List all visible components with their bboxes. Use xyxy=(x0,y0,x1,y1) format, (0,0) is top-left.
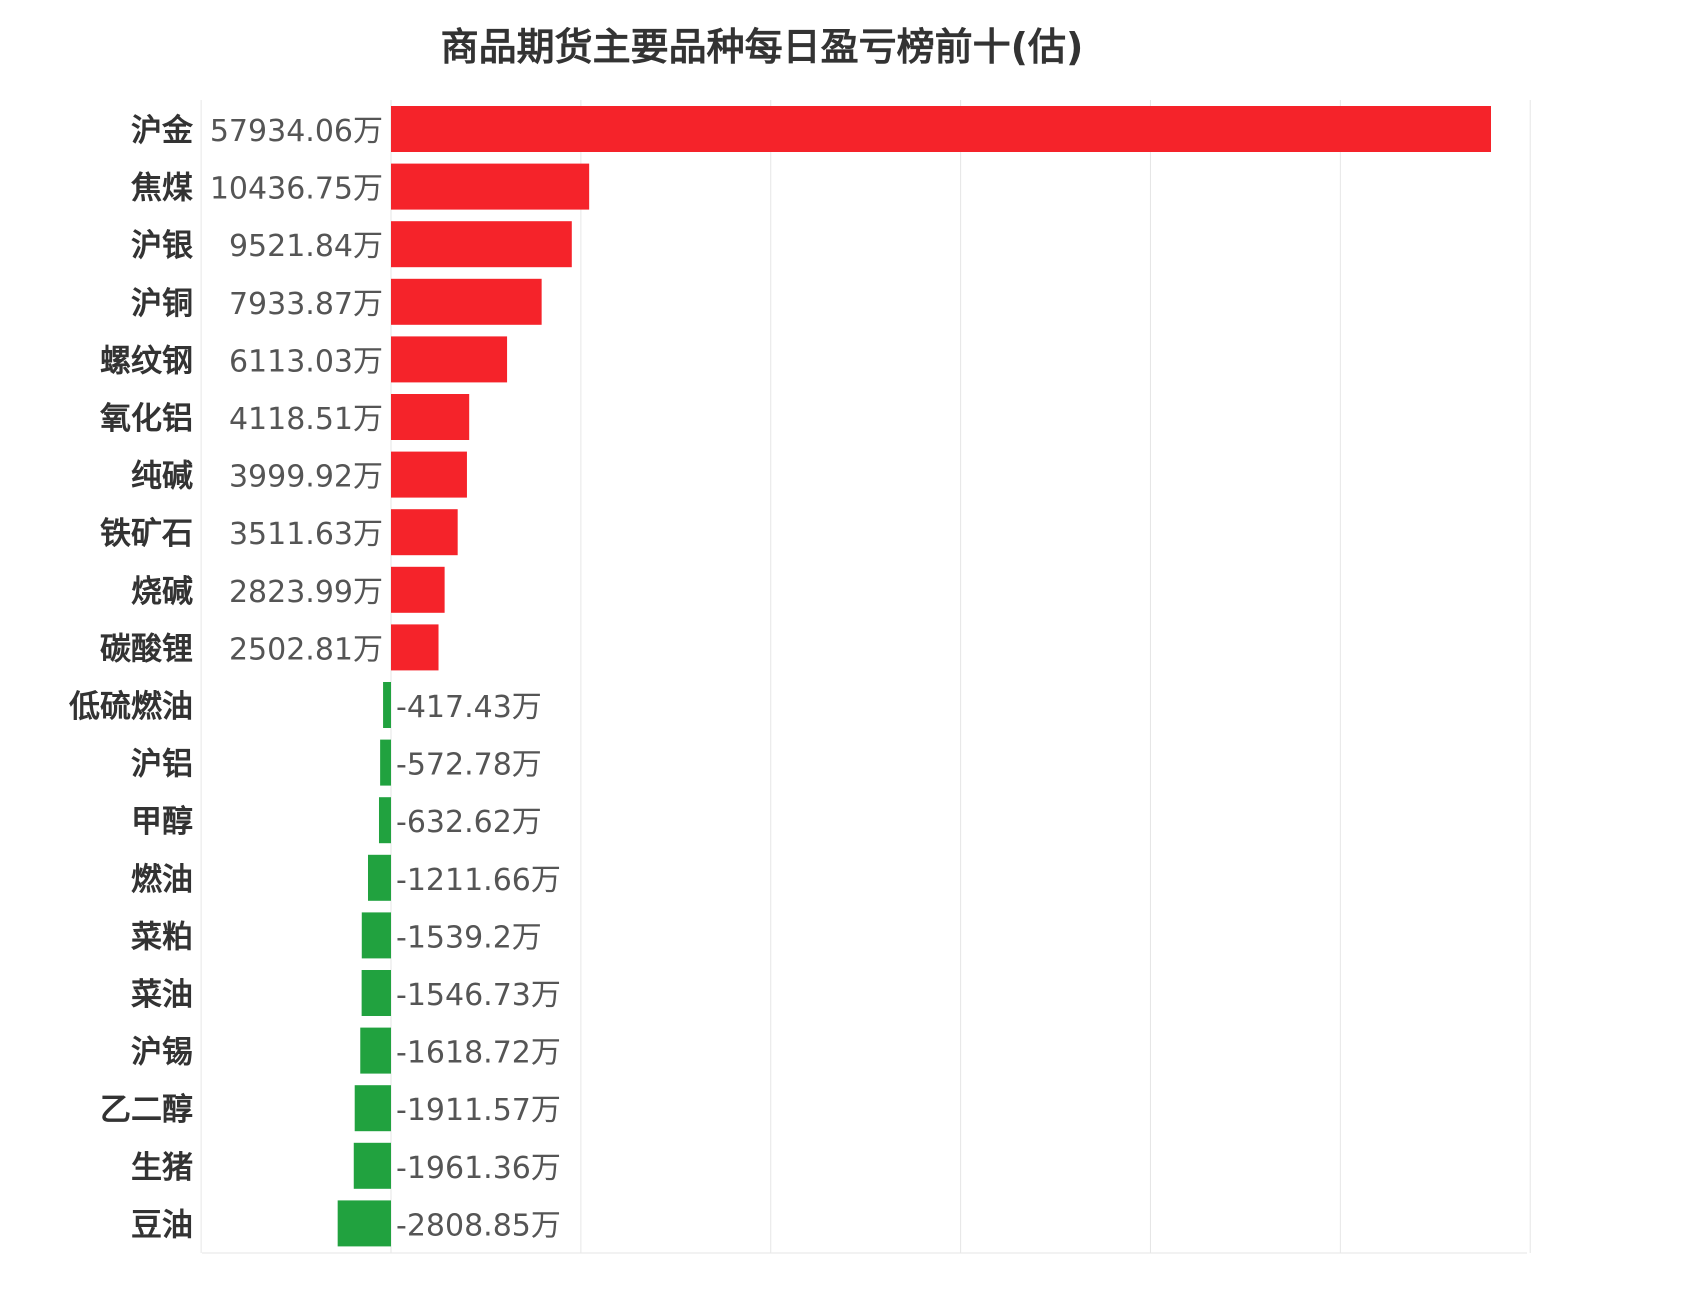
value-label: 3511.63万 xyxy=(229,517,383,552)
bar xyxy=(391,106,1491,152)
bar xyxy=(380,739,391,786)
category-label: 沪银 xyxy=(131,228,193,264)
bar xyxy=(360,1027,391,1074)
bar xyxy=(353,1142,391,1189)
bar xyxy=(391,221,572,268)
category-label: 生猪 xyxy=(131,1150,193,1186)
value-label: -632.62万 xyxy=(396,805,542,840)
bar xyxy=(361,970,391,1016)
bar xyxy=(391,394,470,440)
category-label: 燃油 xyxy=(131,862,193,898)
bar xyxy=(391,163,590,210)
category-label: 焦煤 xyxy=(131,171,193,207)
bar xyxy=(378,797,391,844)
category-label: 低硫燃油 xyxy=(68,689,193,725)
bar xyxy=(337,1200,391,1247)
bar xyxy=(391,624,439,671)
value-label: 9521.84万 xyxy=(229,229,383,264)
value-label: 2502.81万 xyxy=(229,632,383,667)
value-label: 6113.03万 xyxy=(229,344,383,379)
bar xyxy=(354,1085,391,1132)
category-labels: 沪金焦煤沪银沪铜螺纹钢氧化铝纯碱铁矿石烧碱碳酸锂低硫燃油沪铝甲醇燃油菜粕菜油沪锡… xyxy=(68,113,194,1243)
category-label: 沪金 xyxy=(131,113,194,149)
value-label: 10436.75万 xyxy=(210,172,383,207)
category-label: 菜油 xyxy=(131,977,193,1013)
bar xyxy=(391,336,508,383)
value-label: -572.78万 xyxy=(396,748,542,783)
bar xyxy=(361,912,391,959)
bar xyxy=(391,566,445,613)
value-label: -1961.36万 xyxy=(396,1151,561,1186)
value-label: 2823.99万 xyxy=(229,575,383,610)
category-label: 豆油 xyxy=(131,1207,193,1243)
value-label: -1211.66万 xyxy=(396,863,561,898)
category-label: 铁矿石 xyxy=(100,516,193,552)
category-label: 沪锡 xyxy=(131,1035,193,1071)
bar xyxy=(367,854,391,901)
value-label: -1539.2万 xyxy=(396,920,542,955)
value-label: 4118.51万 xyxy=(229,402,383,437)
category-label: 烧碱 xyxy=(131,574,193,610)
value-labels: 57934.06万 10436.75万 9521.84万 7933.87万 6113.0… xyxy=(210,114,561,1243)
category-label: 甲醇 xyxy=(131,804,193,840)
bar xyxy=(383,682,391,728)
chart-title: 商品期货主要品种每日盈亏榜前十(估) xyxy=(441,25,1084,69)
category-label: 螺纹钢 xyxy=(100,343,193,379)
category-label: 菜粕 xyxy=(131,919,193,955)
grid xyxy=(200,100,1531,1254)
category-label: 纯碱 xyxy=(131,459,193,495)
bars xyxy=(337,106,1491,1247)
category-label: 氧化铝 xyxy=(100,401,193,437)
value-label: 7933.87万 xyxy=(229,287,383,322)
bar xyxy=(391,509,458,556)
bar xyxy=(391,451,467,498)
value-label: -1911.57万 xyxy=(396,1093,561,1128)
value-label: 57934.06万 xyxy=(210,114,383,149)
category-label: 沪铝 xyxy=(131,747,193,783)
value-label: -1618.72万 xyxy=(396,1036,561,1071)
category-label: 乙二醇 xyxy=(100,1092,193,1128)
value-label: -2808.85万 xyxy=(396,1208,561,1243)
value-label: 3999.92万 xyxy=(229,460,383,495)
category-label: 沪铜 xyxy=(131,286,193,322)
value-label: -1546.73万 xyxy=(396,978,561,1013)
bar xyxy=(391,278,542,325)
category-label: 碳酸锂 xyxy=(100,631,193,667)
value-label: -417.43万 xyxy=(396,690,542,725)
